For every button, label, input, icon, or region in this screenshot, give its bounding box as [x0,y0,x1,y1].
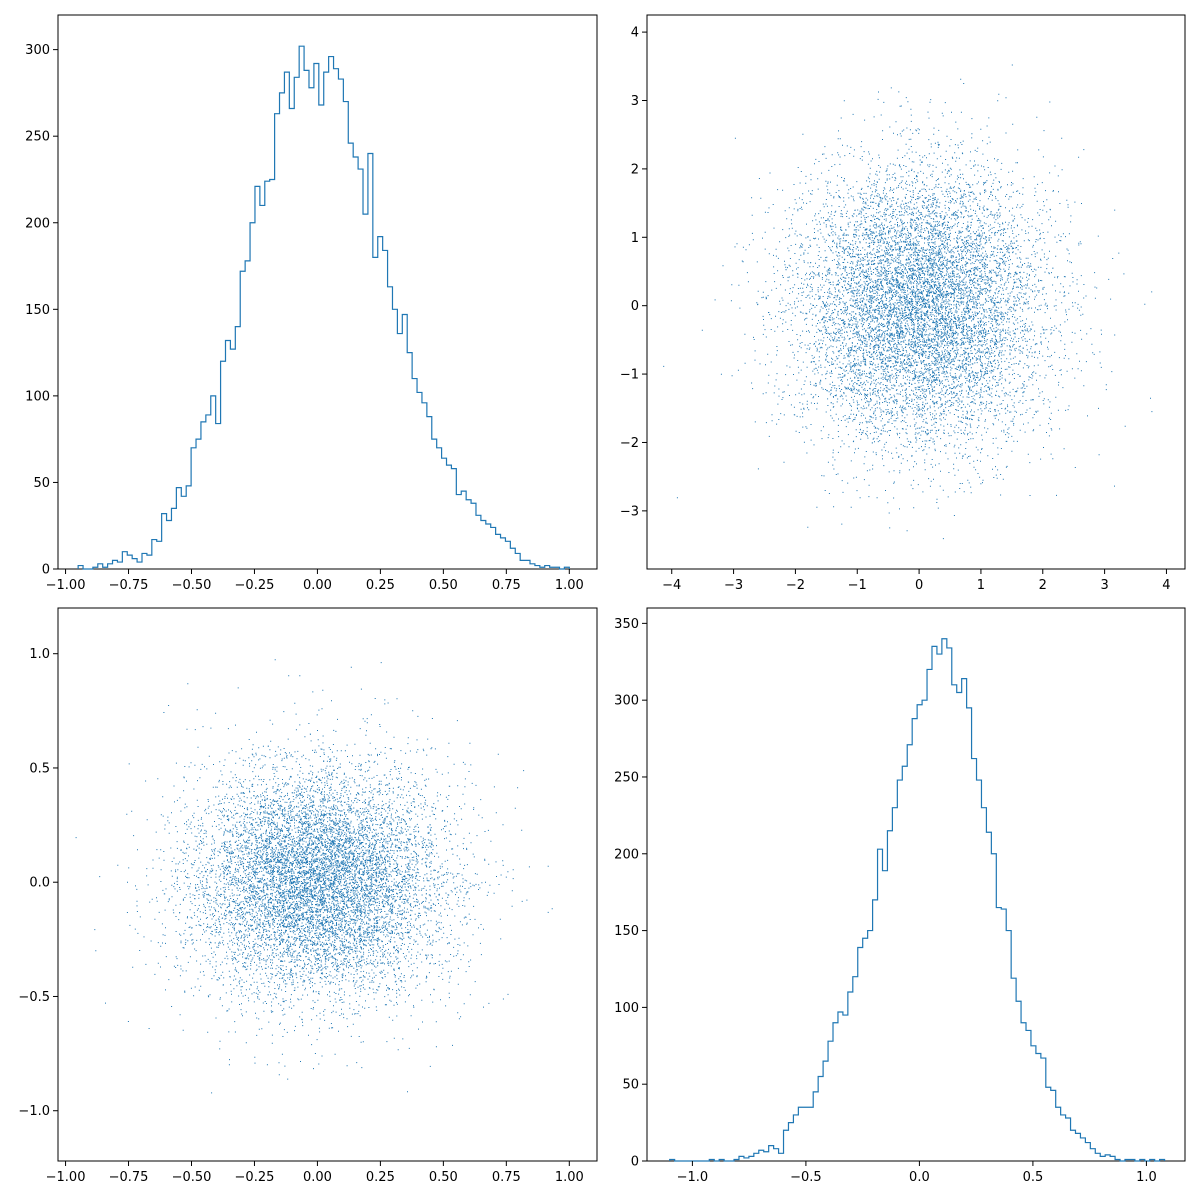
y-tick-label: 1 [631,231,639,246]
x-tick-label: −1.0 [677,1170,709,1185]
y-tick-label: 50 [622,1078,639,1093]
y-tick-label: −0.5 [18,990,50,1005]
axes-frame [57,607,598,1162]
x-tick-label: 1.00 [555,578,584,593]
x-tick-label: 1 [977,578,985,593]
y-tick-label: 0 [631,1155,639,1170]
axes-frame [646,607,1186,1162]
x-tick-label: −4 [662,578,681,593]
x-tick-label: 1.00 [555,1170,584,1185]
scatter-pixel-markers [75,659,553,1094]
x-tick-label: 0.50 [429,1170,458,1185]
x-tick-label: −0.25 [235,1170,275,1185]
x-tick-label: −0.5 [790,1170,822,1185]
x-tick-label: −0.75 [109,578,149,593]
y-tick-label: 300 [614,694,639,709]
scatter-pixel-markers [663,64,1153,540]
histogram-step-line [77,45,570,570]
y-tick-label: 2 [631,162,639,177]
x-tick-label: 0.75 [492,578,521,593]
y-tick-label: 150 [25,303,50,318]
x-tick-label: 1.0 [1136,1170,1157,1185]
y-tick-label: 0 [42,563,50,578]
y-axis-ticks: −1.0 −0.5 0.0 0.5 1.0 [18,647,58,1119]
y-tick-label: −2 [620,436,639,451]
x-tick-label: 0.75 [492,1170,521,1185]
x-tick-label: −2 [786,578,805,593]
y-tick-label: 200 [25,216,50,231]
x-tick-label: 4 [1162,578,1170,593]
x-axis-ticks: −1.00 −0.75 −0.50 −0.25 0.00 0.25 0.50 0.75 1.00 [46,1161,584,1185]
y-tick-label: −3 [620,504,639,519]
y-tick-label: 4 [631,26,639,41]
x-tick-label: −3 [724,578,743,593]
y-tick-label: 150 [614,924,639,939]
y-tick-label: 0 [631,299,639,314]
y-axis-ticks: 0 50 100 150 200 250 300 [25,43,58,578]
x-tick-label: 0.5 [1023,1170,1044,1185]
x-tick-label: 0.50 [429,578,458,593]
x-tick-label: −1.00 [46,578,86,593]
y-tick-label: 50 [33,476,50,491]
y-tick-label: 100 [25,389,50,404]
axes-frame [646,14,1186,570]
x-tick-label: 0.25 [366,1170,395,1185]
scatter-points [663,64,1153,540]
y-tick-label: −1 [620,368,639,383]
y-tick-label: −1.0 [18,1104,50,1119]
y-tick-label: 100 [614,1001,639,1016]
x-tick-label: −0.50 [172,1170,212,1185]
subplot-top-right-scatter: −4 −3 −2 −1 0 1 2 3 4 −3 −2 −1 0 1 2 3 4 [620,14,1186,593]
y-tick-label: 0.5 [29,761,50,776]
x-tick-label: 0 [915,578,923,593]
subplot-bottom-left-scatter: −1.00 −0.75 −0.50 −0.25 0.00 0.25 0.50 0.75 1.00… [18,607,598,1185]
y-tick-label: 250 [25,130,50,145]
x-axis-ticks: −4 −3 −2 −1 0 1 2 3 4 [662,569,1171,593]
y-tick-label: 250 [614,770,639,785]
scatter-points [75,659,553,1094]
y-tick-label: 3 [631,94,639,109]
x-tick-label: −1.00 [46,1170,86,1185]
x-tick-label: 3 [1100,578,1108,593]
x-tick-label: 0.0 [909,1170,930,1185]
x-tick-label: −0.50 [172,578,212,593]
x-tick-label: 0.00 [303,1170,332,1185]
y-tick-label: 200 [614,847,639,862]
x-tick-label: 0.25 [366,578,395,593]
y-tick-label: 350 [614,617,639,632]
x-axis-ticks: −1.0 −0.5 0.0 0.5 1.0 [677,1161,1157,1185]
x-axis-ticks: −1.00 −0.75 −0.50 −0.25 0.00 0.25 0.50 0.75 1.00 [46,569,584,593]
y-axis-ticks: −3 −2 −1 0 1 2 3 4 [620,26,647,519]
x-tick-label: 2 [1039,578,1047,593]
y-tick-label: 0.0 [29,876,50,891]
x-tick-label: −0.75 [109,1170,149,1185]
subplot-top-left-histogram: −1.00 −0.75 −0.50 −0.25 0.00 0.25 0.50 0.75 1.00… [25,14,598,593]
y-tick-label: 300 [25,43,50,58]
x-tick-label: −0.25 [235,578,275,593]
x-tick-label: 0.00 [303,578,332,593]
y-tick-label: 1.0 [29,647,50,662]
x-tick-label: −1 [848,578,867,593]
subplot-bottom-right-histogram: −1.0 −0.5 0.0 0.5 1.0 0 50 100 150 200 250 300 350 [614,607,1186,1185]
histogram-step-line [669,638,1166,1162]
axes-frame [57,14,598,570]
y-axis-ticks: 0 50 100 150 200 250 300 350 [614,617,647,1170]
